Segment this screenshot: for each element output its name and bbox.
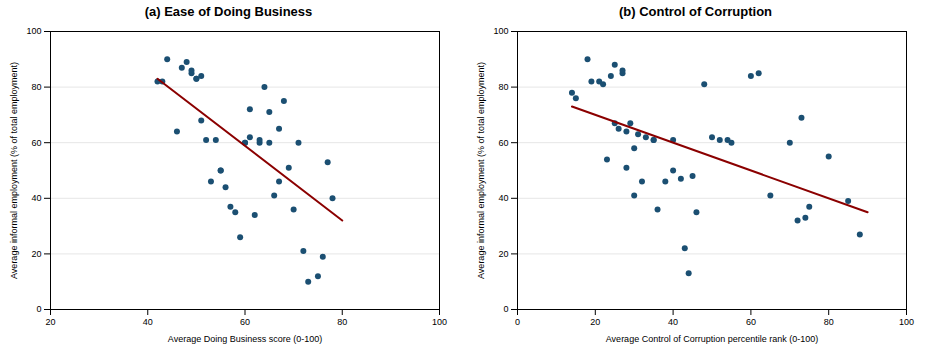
svg-text:60: 60	[498, 138, 508, 148]
svg-text:100: 100	[432, 317, 447, 327]
svg-text:20: 20	[31, 249, 41, 259]
svg-text:80: 80	[498, 82, 508, 92]
svg-text:Average Doing Business score (: Average Doing Business score (0-100)	[168, 334, 322, 344]
svg-text:40: 40	[498, 193, 508, 203]
svg-text:100: 100	[26, 26, 41, 36]
svg-text:80: 80	[31, 82, 41, 92]
svg-text:60: 60	[31, 138, 41, 148]
svg-text:20: 20	[45, 317, 55, 327]
svg-text:60: 60	[240, 317, 250, 327]
svg-text:80: 80	[337, 317, 347, 327]
svg-text:40: 40	[31, 193, 41, 203]
html-text:(a) Ease of Doing Business: (a) Ease of Doing Business	[144, 4, 313, 19]
svg-text:100: 100	[493, 26, 508, 36]
svg-text:Average informal employment (%: Average informal employment (% of total …	[9, 62, 19, 279]
svg-text:80: 80	[824, 317, 834, 327]
svg-text:Average Control of Corruption: Average Control of Corruption percentile…	[606, 334, 818, 344]
svg-text:20: 20	[498, 249, 508, 259]
svg-text:0: 0	[503, 304, 508, 314]
svg-text:20: 20	[590, 317, 600, 327]
svg-text:100: 100	[899, 317, 914, 327]
svg-text:Average informal employment (%: Average informal employment (% of total …	[476, 62, 486, 279]
html-text:(b) Control of Corruption: (b) Control of Corruption	[619, 4, 772, 19]
svg-text:40: 40	[143, 317, 153, 327]
svg-text:0: 0	[36, 304, 41, 314]
svg-text:60: 60	[746, 317, 756, 327]
svg-text:40: 40	[668, 317, 678, 327]
svg-text:0: 0	[515, 317, 520, 327]
